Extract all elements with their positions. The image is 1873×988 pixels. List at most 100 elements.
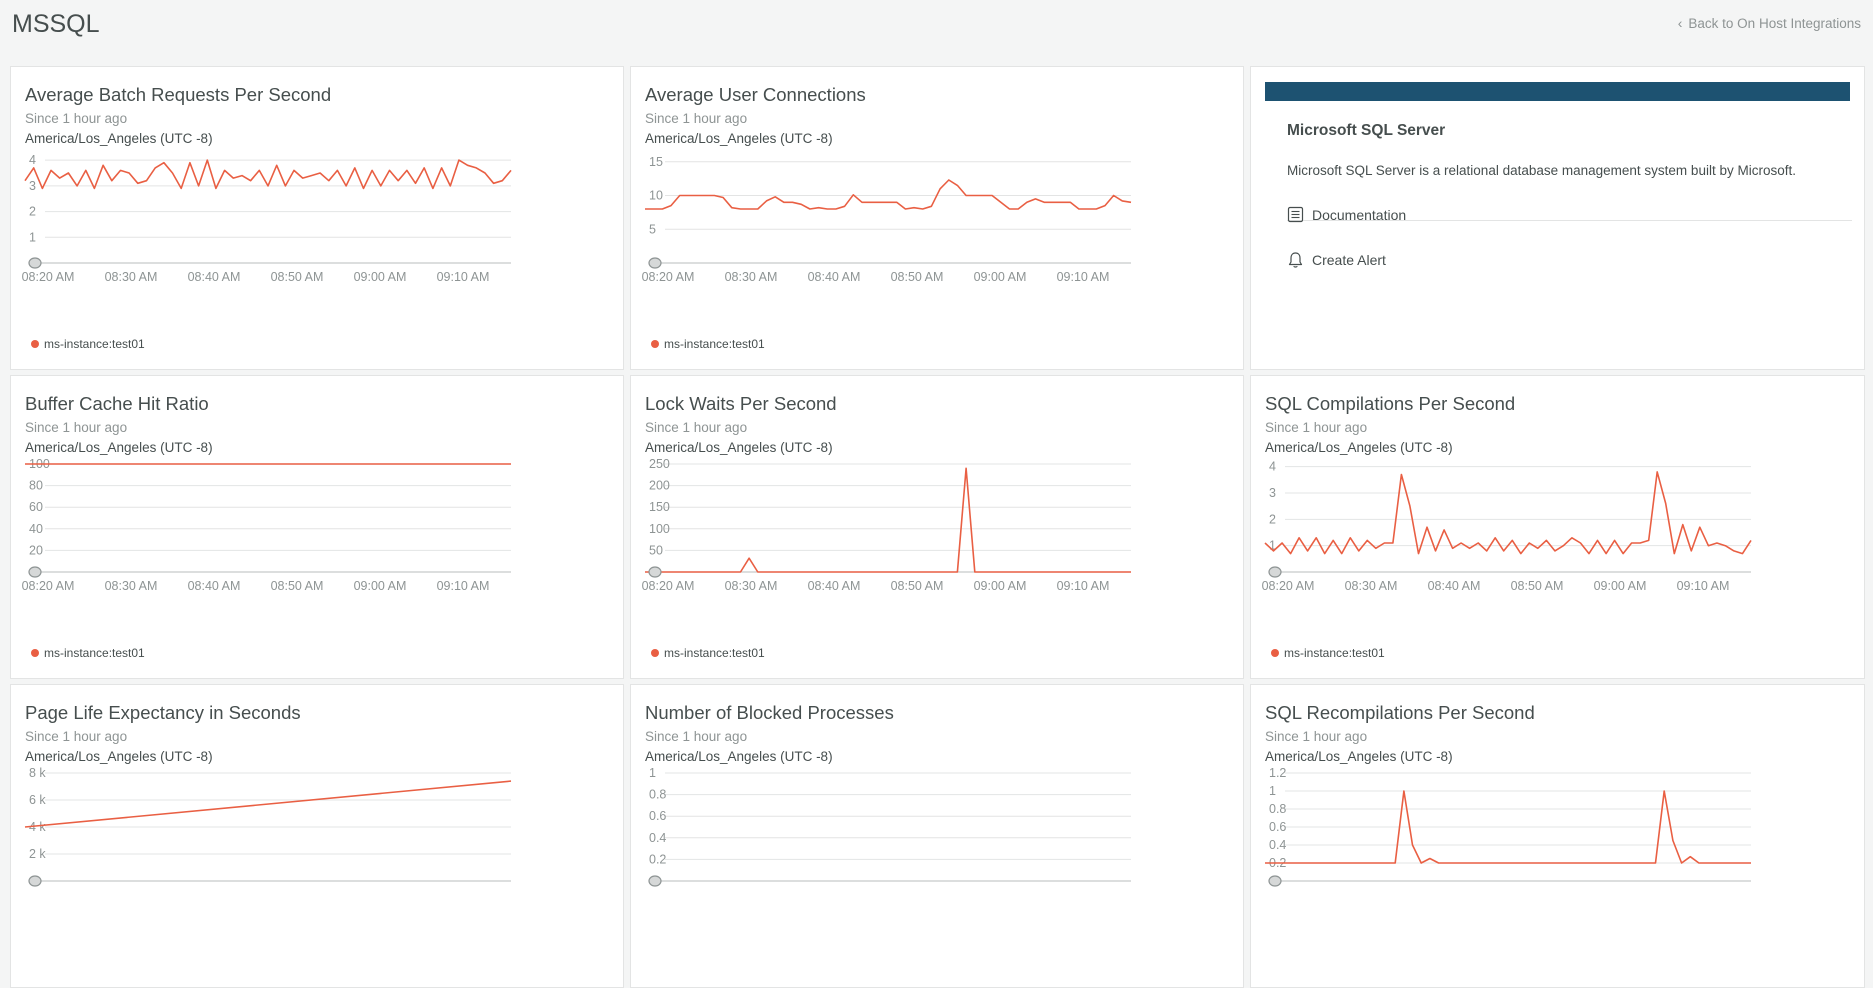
info-card: Microsoft SQL Server Microsoft SQL Serve… <box>1250 66 1865 370</box>
time-brush-handle[interactable] <box>1268 566 1282 578</box>
chart-legend[interactable]: ms-instance:test01 <box>651 646 765 660</box>
y-tick-label: 5 <box>649 222 656 236</box>
legend-label: ms-instance:test01 <box>1284 646 1385 660</box>
line-chart[interactable]: 4 3 2 1 08:20 AM 08:30 AM 08:40 AM 08:50 AM 09:0… <box>1251 376 1865 679</box>
chart-legend[interactable]: ms-instance:test01 <box>31 646 145 660</box>
x-tick-label: 08:20 AM <box>22 270 75 284</box>
y-tick-label: 1 <box>1269 784 1276 798</box>
line-chart[interactable]: 1 0.8 0.6 0.4 0.2 <box>631 685 1244 988</box>
y-tick-label: 150 <box>649 500 670 514</box>
x-tick-label: 08:30 AM <box>725 270 778 284</box>
y-tick-label: 250 <box>649 457 670 471</box>
chart-card-avg-batch-requests: Average Batch Requests Per Second Since 1… <box>10 66 624 370</box>
time-brush-handle[interactable] <box>28 875 42 887</box>
y-tick-label: 200 <box>649 479 670 493</box>
legend-swatch <box>31 340 39 348</box>
series-line[interactable] <box>24 159 512 190</box>
y-tick-label: 0.6 <box>1269 820 1286 834</box>
time-range-label: Since 1 hour ago <box>25 111 128 126</box>
y-tick-label: 80 <box>29 479 43 493</box>
chart-title: Average Batch Requests Per Second <box>25 84 332 105</box>
x-tick-label: 08:30 AM <box>1345 579 1398 593</box>
x-tick-label: 08:20 AM <box>22 579 75 593</box>
y-tick-label: 0.2 <box>649 852 666 866</box>
time-brush-handle[interactable] <box>28 257 42 269</box>
x-tick-label: 08:50 AM <box>271 270 324 284</box>
series-line[interactable] <box>1264 471 1752 555</box>
chart-legend[interactable]: ms-instance:test01 <box>1271 646 1385 660</box>
x-tick-label: 09:00 AM <box>1594 579 1647 593</box>
create-alert-link[interactable]: Create Alert <box>1287 251 1386 269</box>
chart-title: Lock Waits Per Second <box>645 393 837 414</box>
series-line[interactable] <box>645 179 1132 210</box>
chart-card-sql-recompilations: SQL Recompilations Per Second Since 1 hou… <box>1250 684 1865 988</box>
line-chart[interactable]: 250 200 150 100 50 08:20 AM 08:30 AM 08:40 AM 08… <box>631 376 1244 679</box>
x-tick-label: 08:40 AM <box>188 270 241 284</box>
line-chart[interactable]: 4 3 2 1 08:20 AM 08:30 AM 08:40 AM 08:50 AM 09:0… <box>11 67 624 370</box>
series-line[interactable] <box>24 780 512 828</box>
time-brush-handle[interactable] <box>28 566 42 578</box>
timezone-label: America/Los_Angeles (UTC -8) <box>1265 440 1453 455</box>
y-tick-label: 100 <box>649 522 670 536</box>
x-tick-label: 08:50 AM <box>891 579 944 593</box>
y-tick-label: 0.8 <box>1269 802 1286 816</box>
chart-card-buffer-cache-hit-ratio: Buffer Cache Hit Ratio Since 1 hour ago Am… <box>10 375 624 679</box>
x-tick-label: 08:50 AM <box>1511 579 1564 593</box>
y-tick-label: 40 <box>29 522 43 536</box>
legend-swatch <box>651 340 659 348</box>
legend-label: ms-instance:test01 <box>44 646 145 660</box>
line-chart[interactable]: 8 k 6 k 4 k 2 k <box>11 685 624 988</box>
x-tick-label: 08:20 AM <box>1262 579 1315 593</box>
y-tick-label: 3 <box>1269 486 1276 500</box>
time-range-label: Since 1 hour ago <box>645 420 748 435</box>
time-range-label: Since 1 hour ago <box>1265 729 1368 744</box>
chart-card-avg-user-connections: Average User Connections Since 1 hour ago… <box>630 66 1244 370</box>
x-tick-label: 08:20 AM <box>642 579 695 593</box>
time-brush-handle[interactable] <box>1268 875 1282 887</box>
time-brush-handle[interactable] <box>648 566 662 578</box>
chart-card-blocked-processes: Number of Blocked Processes Since 1 hour … <box>630 684 1244 988</box>
y-tick-label: 4 <box>1269 460 1276 474</box>
chart-title: Buffer Cache Hit Ratio <box>25 393 209 414</box>
legend-label: ms-instance:test01 <box>664 646 765 660</box>
y-tick-label: 2 <box>29 205 36 219</box>
time-brush-handle[interactable] <box>648 257 662 269</box>
y-tick-label: 15 <box>649 155 663 169</box>
series-line[interactable] <box>645 467 1131 573</box>
time-range-label: Since 1 hour ago <box>25 420 128 435</box>
line-chart[interactable]: 1.210.80.60.40.2 <box>1251 685 1865 988</box>
legend-swatch <box>31 649 39 657</box>
line-chart[interactable]: 15 10 5 08:20 AM 08:30 AM 08:40 AM 08:50 AM 09:… <box>631 67 1244 370</box>
x-tick-label: 09:10 AM <box>1677 579 1730 593</box>
y-tick-label: 0.8 <box>649 788 666 802</box>
chart-legend[interactable]: ms-instance:test01 <box>651 337 765 351</box>
documentation-link[interactable]: Documentation <box>1287 206 1406 223</box>
y-tick-label: 6 k <box>29 793 46 807</box>
x-tick-label: 09:10 AM <box>1057 579 1110 593</box>
chart-legend[interactable]: ms-instance:test01 <box>31 337 145 351</box>
legend-label: ms-instance:test01 <box>44 337 145 351</box>
y-tick-label: 1 <box>29 230 36 244</box>
x-tick-label: 09:00 AM <box>974 270 1027 284</box>
chevron-left-icon: ‹ <box>1677 15 1683 31</box>
x-tick-label: 09:00 AM <box>354 270 407 284</box>
y-tick-label: 4 <box>29 153 36 167</box>
y-tick-label: 10 <box>649 189 663 203</box>
create-alert-label: Create Alert <box>1312 252 1386 268</box>
documentation-label: Documentation <box>1312 206 1407 223</box>
series-line[interactable] <box>1265 790 1751 864</box>
chart-title: Page Life Expectancy in Seconds <box>25 702 301 723</box>
timezone-label: America/Los_Angeles (UTC -8) <box>1265 749 1453 764</box>
info-header-bar <box>1265 82 1850 101</box>
x-tick-label: 08:30 AM <box>725 579 778 593</box>
timezone-label: America/Los_Angeles (UTC -8) <box>25 131 213 146</box>
time-brush-handle[interactable] <box>648 875 662 887</box>
y-tick-label: 50 <box>649 543 663 557</box>
x-tick-label: 09:10 AM <box>437 579 490 593</box>
y-tick-label: 2 <box>1269 512 1276 526</box>
document-icon <box>1287 206 1304 223</box>
back-to-integrations-link[interactable]: ‹ Back to On Host Integrations <box>1678 15 1861 31</box>
timezone-label: America/Los_Angeles (UTC -8) <box>645 749 833 764</box>
y-tick-label: 60 <box>29 500 43 514</box>
